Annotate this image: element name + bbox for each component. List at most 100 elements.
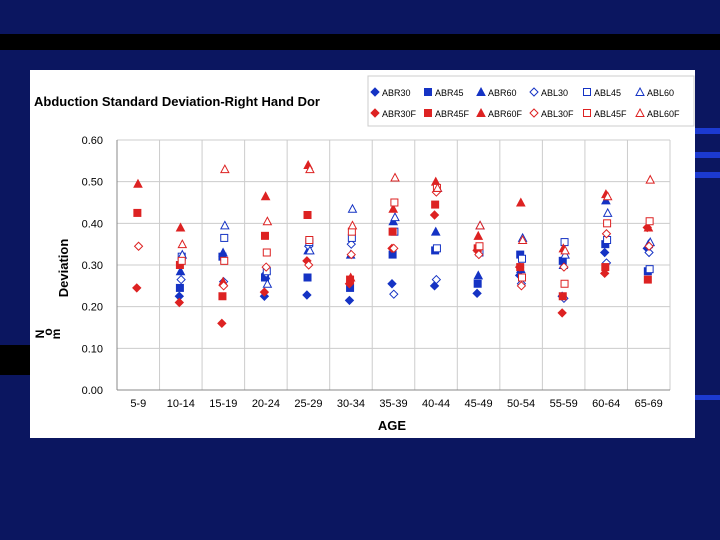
point-abr60f [473, 230, 484, 240]
point-abl60f [220, 164, 230, 174]
point-abl45f [262, 248, 271, 257]
point-abl30 [176, 274, 186, 285]
background-accent-bar-3 [695, 172, 720, 178]
point-abl60f [645, 174, 656, 184]
y-tick-label: 0.40 [82, 218, 103, 230]
background-accent-bar-1 [695, 128, 720, 134]
point-abr30 [599, 247, 610, 258]
x-tick-label: 25-29 [294, 398, 322, 410]
y-axis-unit-letter: N [33, 330, 47, 339]
point-abl45 [432, 244, 441, 253]
point-abl30 [389, 289, 399, 299]
point-abr45f [643, 275, 652, 284]
point-abr30 [387, 279, 397, 289]
point-abl45f [390, 198, 399, 207]
point-abl45f [305, 236, 314, 244]
point-abl60f [177, 239, 188, 249]
legend-label-abl45: ABL45 [594, 88, 621, 98]
point-abl30f [516, 281, 527, 291]
chart-frame: Abduction Standard Deviation-Right Hand … [30, 70, 695, 438]
y-tick-label: 0.30 [82, 260, 103, 272]
point-abr30f [429, 210, 440, 220]
point-abl30f [133, 241, 144, 251]
chart-area: Abduction Standard Deviation-Right Hand … [33, 75, 695, 433]
chart-title: Abduction Standard Deviation-Right Hand … [34, 94, 320, 109]
point-abl60f [432, 182, 443, 192]
legend-marker-abr30 [370, 87, 380, 97]
point-abr30f [557, 308, 567, 318]
point-abl45 [560, 238, 569, 247]
x-tick-label: 60-64 [592, 398, 620, 410]
point-abl45 [220, 233, 229, 242]
legend-box [367, 75, 695, 127]
legend-marker-abr45 [424, 88, 432, 96]
point-abl45f [475, 242, 484, 251]
point-abl30 [431, 274, 442, 285]
y-axis-unit-letter: o [41, 328, 55, 335]
background-accent-bar-2 [695, 152, 720, 158]
point-abl30 [644, 247, 654, 258]
point-abl45f [518, 273, 527, 282]
legend-marker-abr45f [424, 109, 432, 117]
point-abl60 [602, 207, 613, 217]
point-abr30 [344, 295, 355, 306]
point-abr30f [599, 268, 610, 279]
point-abl60 [220, 220, 230, 230]
point-abl30f [644, 241, 654, 251]
x-tick-label: 40-44 [422, 398, 450, 410]
y-axis-unit-letter: m [49, 329, 63, 340]
legend-marker-abr60 [476, 86, 486, 96]
point-abr45f [516, 263, 525, 272]
point-abl60f [347, 220, 358, 230]
point-abr60 [175, 266, 186, 276]
point-abr45f [388, 227, 397, 236]
legend-label-abl30: ABL30 [541, 88, 568, 98]
point-abl60 [262, 278, 273, 288]
point-abl60f [305, 164, 315, 174]
y-tick-label: 0.60 [82, 135, 103, 147]
point-abl60f [602, 191, 613, 201]
point-abr60f [260, 191, 271, 201]
point-abl30f [261, 262, 271, 272]
point-abr60 [218, 247, 228, 257]
x-tick-label: 35-39 [379, 398, 407, 410]
point-abr30 [472, 288, 482, 299]
background-stripe-top [0, 34, 720, 50]
point-abr45 [175, 283, 184, 292]
legend-label-abl45f: ABL45F [594, 109, 627, 119]
legend-marker-abl30f [529, 108, 539, 118]
x-tick-label: 5-9 [130, 398, 146, 410]
point-abr30f [217, 318, 227, 329]
point-abr60f [643, 222, 654, 232]
x-tick-label: 55-59 [550, 398, 578, 410]
legend-label-abr45: ABR45 [435, 88, 464, 98]
point-abr30f [132, 283, 142, 293]
legend-marker-abl45 [583, 88, 591, 96]
legend-label-abr60f: ABR60F [488, 109, 523, 119]
point-abr60f [388, 203, 399, 213]
point-abr45f [260, 231, 269, 240]
point-abl45f [220, 256, 229, 265]
point-abr45f [601, 263, 610, 272]
legend-marker-abr60f [476, 107, 486, 117]
legend-marker-abl30 [529, 87, 539, 97]
point-abl60f [262, 216, 273, 226]
point-abl45f [177, 256, 186, 265]
point-abr45f [431, 200, 440, 209]
y-axis-title: Deviation [56, 239, 71, 298]
x-tick-label: 10-14 [167, 398, 195, 410]
point-abr60f [175, 222, 186, 232]
legend-marker-abl45f [583, 109, 591, 117]
point-abl30f [559, 262, 569, 272]
point-abl45f [603, 219, 612, 228]
legend: ABR30 ABR45 ABR60 ABL30 ABL45 ABL60 ABR30F ABR4… [367, 75, 695, 127]
point-abr60 [473, 270, 484, 280]
background-stripe-left [0, 345, 30, 375]
point-abl30f [601, 229, 612, 239]
point-abl45 [518, 254, 527, 263]
point-abl30f [474, 249, 484, 260]
x-tick-label: 15-19 [209, 398, 237, 410]
point-abr60f [515, 197, 526, 207]
point-abl30 [346, 239, 356, 249]
point-abr45f [558, 292, 567, 301]
